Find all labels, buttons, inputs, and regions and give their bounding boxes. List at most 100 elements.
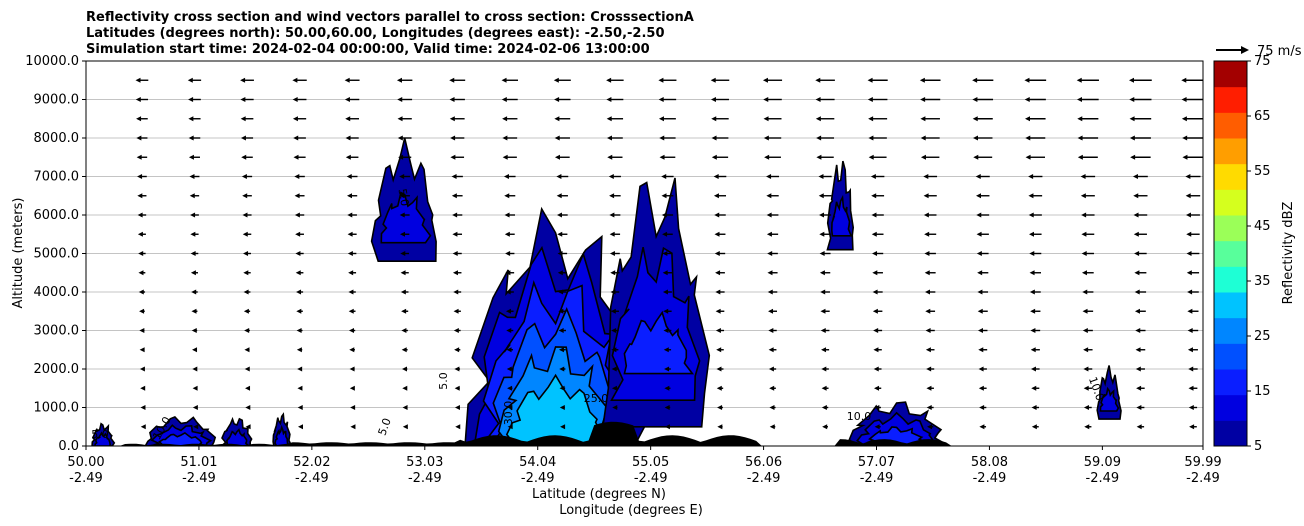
x-axis-ticks: 50.00-2.4951.01-2.4952.02-2.4953.03-2.49… [67, 446, 1222, 486]
x-tick-label-lat: 53.03 [406, 455, 443, 470]
wind-vector-head [611, 328, 617, 333]
contour-level [1099, 386, 1120, 412]
wind-vector-head [1028, 174, 1034, 179]
wind-vector-head [347, 193, 353, 199]
wind-vector-head [609, 251, 615, 256]
wind-vector-head [927, 424, 933, 430]
wind-vectors [135, 77, 1203, 430]
colorbar-segment [1214, 240, 1247, 267]
wind-vector-head [1081, 270, 1087, 276]
colorbar-segment [1214, 189, 1247, 216]
wind-vector-head [349, 366, 355, 372]
wind-vector-head [453, 308, 459, 314]
wind-vector-head [766, 212, 772, 218]
wind-vector-head [559, 385, 565, 391]
wind-vector-head [297, 366, 303, 372]
wind-vector-head [240, 116, 246, 122]
wind-vector-head [557, 251, 563, 256]
wind-vector-head [298, 424, 304, 430]
quiver-key: 75 m/s [1216, 44, 1302, 59]
reflectivity-cell [144, 415, 217, 446]
wind-vector-head [769, 385, 775, 391]
wind-vector-head [402, 424, 408, 430]
wind-vector-head [243, 289, 249, 295]
x-tick-label-lon: -2.49 [860, 471, 894, 486]
wind-vector-head [1077, 154, 1083, 160]
wind-vector-head [452, 231, 458, 237]
wind-vector-head [507, 385, 513, 391]
wind-vector-head [190, 270, 196, 276]
wind-vector-head [503, 174, 509, 179]
wind-vector-head [872, 251, 878, 256]
wind-vector-head [873, 347, 879, 353]
wind-vector-head [1187, 328, 1193, 333]
wind-vector-head [399, 212, 405, 218]
wind-vector-head [819, 270, 825, 276]
wind-vector-head [188, 154, 194, 160]
wind-vector-head [763, 97, 769, 102]
chart-title-line-1: Reflectivity cross section and wind vect… [86, 10, 694, 25]
wind-vector-head [816, 154, 822, 160]
wind-vector-head [401, 347, 407, 353]
wind-vector-head [139, 308, 145, 314]
wind-vector-head [455, 424, 461, 430]
colorbar-segment [1214, 86, 1247, 113]
wind-vector-head [244, 328, 250, 333]
wind-vector-head [662, 231, 668, 237]
x-tick-label-lat: 52.02 [293, 455, 330, 470]
wind-vector-head [768, 328, 774, 333]
wind-vector-head [187, 77, 193, 83]
wind-vector-head [401, 308, 407, 314]
wind-vector-head [1084, 424, 1090, 430]
reflectivity-cell [848, 401, 951, 446]
y-tick-label: 1000.0 [34, 401, 80, 416]
y-tick-label: 9000.0 [34, 93, 80, 108]
contour-level [226, 428, 250, 446]
wind-vector-head [558, 328, 564, 333]
wind-vector-head [396, 77, 402, 83]
wind-vector-head [558, 308, 564, 314]
wind-vector-head [139, 347, 145, 353]
wind-vector-head [1187, 289, 1193, 295]
wind-vector-head [821, 347, 827, 353]
wind-vector-head [296, 347, 302, 353]
wind-vector-head [556, 174, 562, 179]
wind-vector-head [979, 424, 985, 430]
wind-vector-head [664, 366, 670, 372]
colorbar-label: Reflectivity dBZ [1281, 202, 1296, 305]
wind-vector-head [1082, 328, 1088, 333]
wind-vector-head [295, 251, 301, 256]
wind-vector-head [242, 231, 248, 237]
wind-vector-head [138, 270, 144, 276]
wind-vector-head [348, 308, 354, 314]
wind-vector-head [1083, 366, 1089, 372]
wind-vector-head [821, 366, 827, 372]
wind-vector-head [506, 347, 512, 353]
colorbar-segment [1214, 317, 1247, 344]
wind-vector-head [978, 385, 984, 391]
wind-vector-head [868, 135, 874, 141]
contour-label: 10.0 [847, 410, 872, 423]
wind-vector-head [920, 154, 926, 160]
wind-vector-head [193, 424, 199, 430]
wind-vector-head [1186, 231, 1192, 237]
wind-vector-head [243, 270, 249, 276]
colorbar-tick-label: 65 [1254, 109, 1271, 124]
wind-vector-head [138, 251, 144, 256]
wind-vector-head [350, 424, 356, 430]
wind-vector-head [505, 270, 511, 276]
wind-vector-head [977, 328, 983, 333]
wind-vector-head [399, 174, 405, 179]
reflectivity-cell [1096, 365, 1122, 420]
wind-vector-head [1130, 154, 1136, 160]
wind-vector-head [296, 289, 302, 295]
wind-vector-head [398, 154, 404, 160]
reflectivity-cell [370, 137, 437, 262]
wind-vector-head [1188, 405, 1194, 410]
wind-vector-head [769, 424, 775, 430]
wind-vector-head [764, 154, 770, 160]
wind-vector-head [919, 77, 925, 83]
contour-level [623, 310, 695, 375]
wind-vector-head [245, 385, 251, 391]
wind-vector-head [139, 328, 145, 333]
